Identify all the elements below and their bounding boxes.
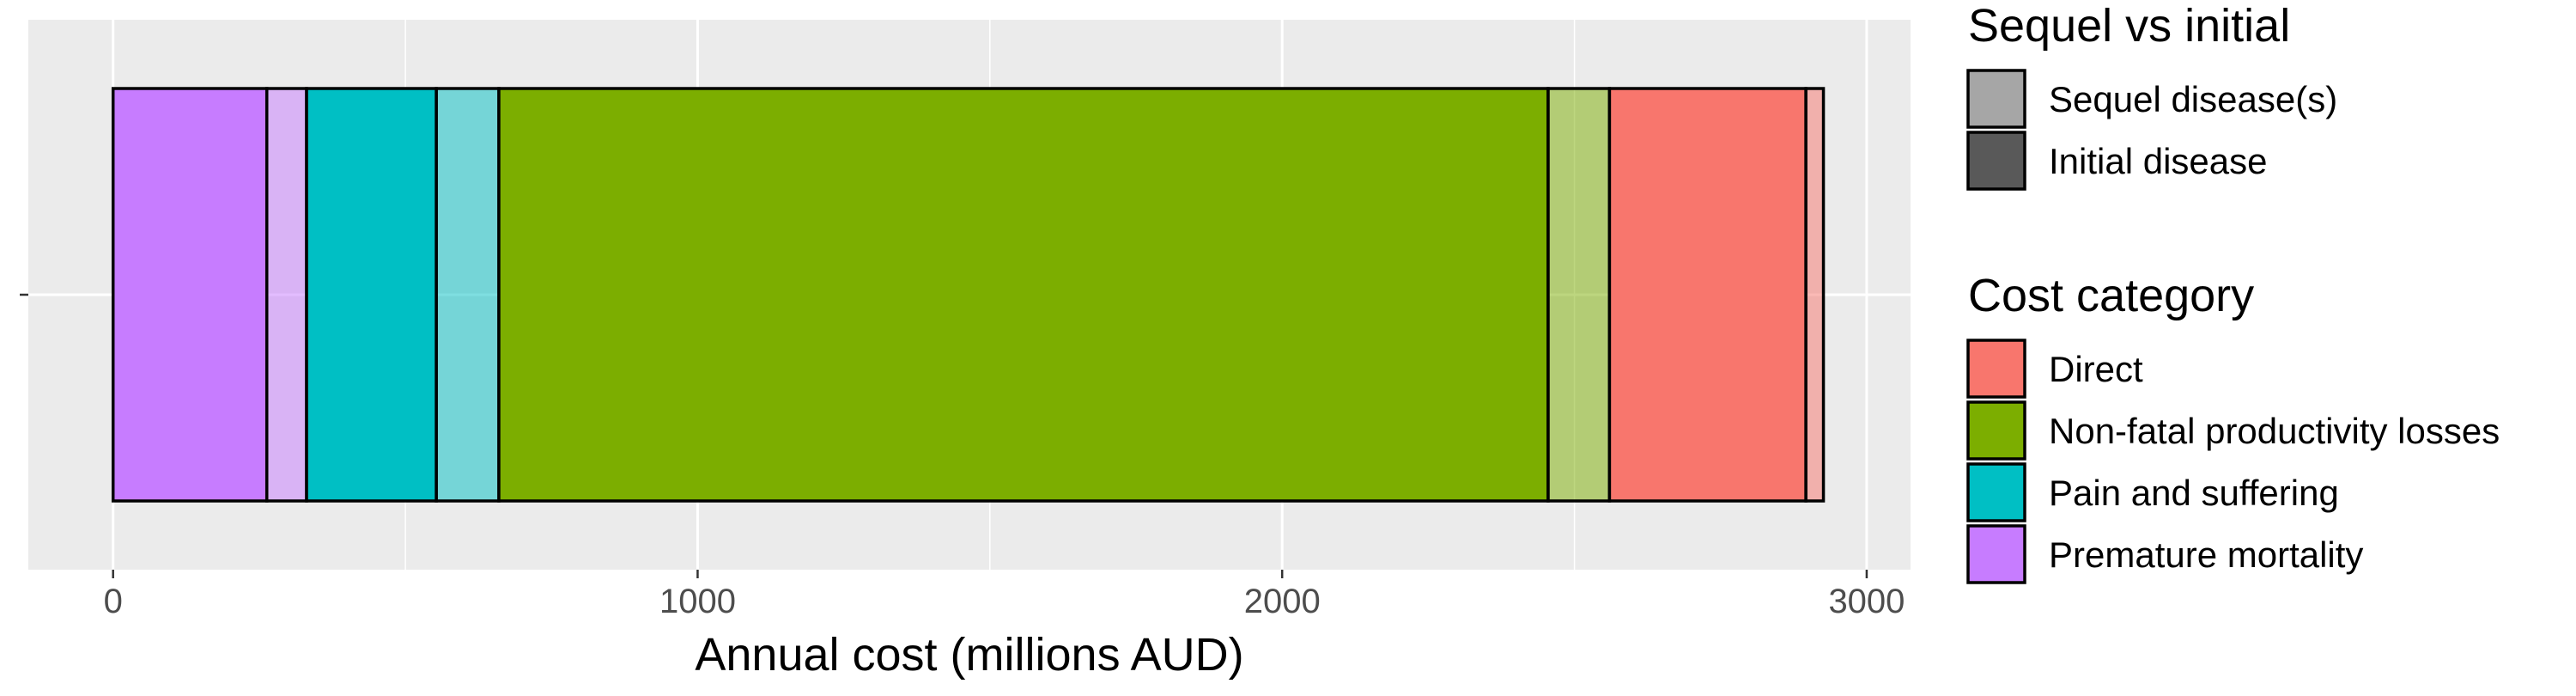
- legend-key: [1966, 339, 2026, 399]
- bar-segment: [1804, 87, 1826, 503]
- bar-segment: [497, 87, 1550, 503]
- x-axis-ticks: 0 1000 2000 3000: [20, 293, 1905, 620]
- x-tick-label: 1000: [659, 583, 736, 620]
- bar-segment: [264, 87, 308, 503]
- legend-key: [1966, 462, 2026, 522]
- x-tick-label: 3000: [1828, 583, 1905, 620]
- bar-segments: [111, 87, 1826, 503]
- legend-key: [1966, 400, 2026, 461]
- legend-label: Direct: [2049, 349, 2143, 389]
- bar-segment: [305, 87, 438, 503]
- legend-label: Non-fatal productivity losses: [2049, 411, 2500, 451]
- legend-key: [1966, 524, 2026, 584]
- x-tick-label: 2000: [1244, 583, 1321, 620]
- legend-title: Sequel vs initial: [1968, 0, 2290, 52]
- legend-key: [1966, 131, 2026, 191]
- legend-label: Pain and suffering: [2049, 473, 2339, 513]
- x-axis-title: Annual cost (millions AUD): [695, 629, 1243, 681]
- legends: Sequel vs initial Sequel disease(s) Initia…: [1966, 0, 2500, 584]
- legend-key: [1966, 69, 2026, 129]
- bar-segment: [1607, 87, 1807, 503]
- legend-title: Cost category: [1968, 270, 2254, 321]
- legend-label: Initial disease: [2049, 141, 2267, 181]
- legend-label: Premature mortality: [2049, 534, 2363, 575]
- bar-segment: [111, 87, 269, 503]
- bar-segment: [1546, 87, 1612, 503]
- legend-label: Sequel disease(s): [2049, 79, 2337, 119]
- bar-segment: [434, 87, 501, 503]
- x-tick-label: 0: [104, 583, 123, 620]
